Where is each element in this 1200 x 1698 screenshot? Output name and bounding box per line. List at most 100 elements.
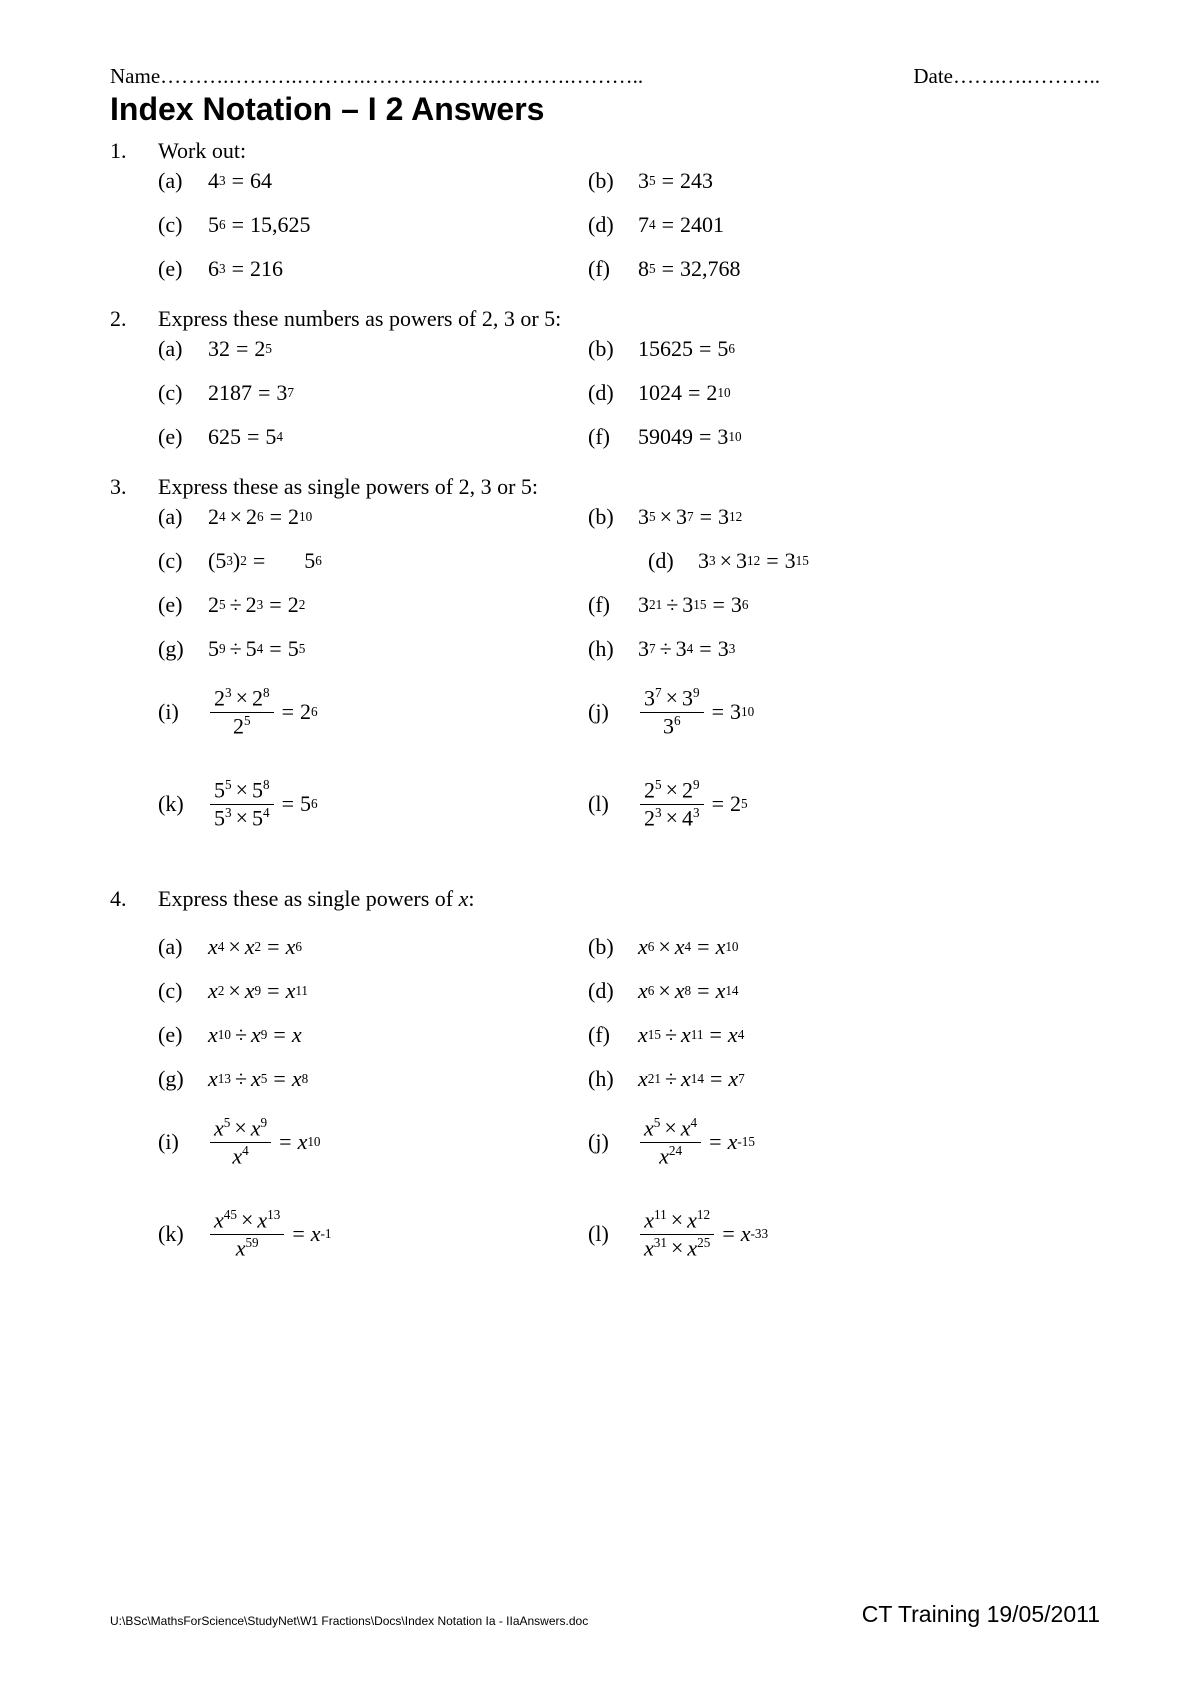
question-1: 1. Work out: (a) 43=64 (b) 35=243 (c) 56… <box>110 138 1100 300</box>
q4-prompt-post: : <box>468 886 474 911</box>
q3i-label: (i) <box>158 699 208 725</box>
q2-row-ab: (a) 32=25 (b) 15625=56 <box>158 336 1100 362</box>
q3j-expr: 37×39 36 =310 <box>638 685 754 739</box>
q1f-expr: 85=32,768 <box>638 256 741 282</box>
q4d-expr: x6×x8=x14 <box>638 978 739 1004</box>
q4f-label: (f) <box>588 1022 638 1048</box>
q3i-expr: 23×28 25 =26 <box>208 685 318 739</box>
q4g-expr: x13÷x5=x8 <box>208 1066 308 1092</box>
q3k-expr: 55×58 53×54 =56 <box>208 777 318 831</box>
question-2: 2. Express these numbers as powers of 2,… <box>110 306 1100 468</box>
q4h-expr: x21÷x14=x7 <box>638 1066 745 1092</box>
q4-row-ef: (e) x10÷x9=x (f) x15÷x11=x4 <box>158 1022 1100 1048</box>
date-field: Date…….….……….. <box>913 64 1100 89</box>
q3d-expr: 33×312=315 <box>698 548 809 574</box>
q4k-label: (k) <box>158 1221 208 1247</box>
q3d-label: (d) <box>648 548 698 574</box>
q3-prompt: Express these as single powers of 2, 3 o… <box>158 474 1100 500</box>
q2-prompt: Express these numbers as powers of 2, 3 … <box>158 306 1100 332</box>
q3f-label: (f) <box>588 592 638 618</box>
header-row: Name……….……….……….……….……….……….……….. Date……… <box>110 64 1100 89</box>
q1-row-cd: (c) 56=15,625 (d) 74=2401 <box>158 212 1100 238</box>
q3b-expr: 35×37=312 <box>638 504 742 530</box>
q4g-label: (g) <box>158 1066 208 1092</box>
q3g-label: (g) <box>158 636 208 662</box>
q4j-label: (j) <box>588 1129 638 1155</box>
q4f-expr: x15÷x11=x4 <box>638 1022 744 1048</box>
q2a-label: (a) <box>158 336 208 362</box>
q1d-expr: 74=2401 <box>638 212 724 238</box>
q3l-expr: 25×29 23×43 =25 <box>638 777 748 831</box>
q3-number: 3. <box>110 474 158 500</box>
q2f-expr: 59049=310 <box>638 424 742 450</box>
q2-row-ef: (e) 625= 54 (f) 59049=310 <box>158 424 1100 450</box>
q1c-expr: 56=15,625 <box>208 212 311 238</box>
q1-body: Work out: (a) 43=64 (b) 35=243 (c) 56=15… <box>158 138 1100 300</box>
q4b-expr: x6×x4=x10 <box>638 934 739 960</box>
q3c-label: (c) <box>158 548 208 574</box>
footer-training: CT Training 19/05/2011 <box>862 1601 1100 1628</box>
page-title: Index Notation – I 2 Answers <box>110 91 1100 128</box>
q2-body: Express these numbers as powers of 2, 3 … <box>158 306 1100 468</box>
q3e-label: (e) <box>158 592 208 618</box>
q3a-expr: 24×26=210 <box>208 504 312 530</box>
q1e-label: (e) <box>158 256 208 282</box>
q2e-expr: 625= 54 <box>208 424 283 450</box>
q3h-label: (h) <box>588 636 638 662</box>
q1f-label: (f) <box>588 256 638 282</box>
q1b-expr: 35=243 <box>638 168 713 194</box>
q1-prompt: Work out: <box>158 138 1100 164</box>
q3g-expr: 59÷54=55 <box>208 636 305 662</box>
q4-body: Express these as single powers of x: (a)… <box>158 886 1100 1294</box>
q4a-expr: x4×x2=x6 <box>208 934 302 960</box>
q3l-label: (l) <box>588 791 638 817</box>
q1e-expr: 63=216 <box>208 256 283 282</box>
q4-row-kl: (k) x45×x13 x59 = x-1 (l) x11×x12 <box>158 1202 1100 1266</box>
q2a-expr: 32=25 <box>208 336 272 362</box>
q3-body: Express these as single powers of 2, 3 o… <box>158 474 1100 864</box>
q2-row-cd: (c) 2187=37 (d) 1024=210 <box>158 380 1100 406</box>
q4i-expr: x5×x9 x4 =x10 <box>208 1115 321 1169</box>
q4-row-ab: (a) x4×x2=x6 (b) x6×x4=x10 <box>158 934 1100 960</box>
q3j-label: (j) <box>588 699 638 725</box>
q4-row-gh: (g) x13÷x5=x8 (h) x21÷x14=x7 <box>158 1066 1100 1092</box>
q4i-label: (i) <box>158 1129 208 1155</box>
q3c-expr: (53)2 = 56 <box>208 548 322 574</box>
q4b-label: (b) <box>588 934 638 960</box>
q1-number: 1. <box>110 138 158 164</box>
q4e-expr: x10÷x9=x <box>208 1022 302 1048</box>
q3h-expr: 37÷34=33 <box>638 636 735 662</box>
q4a-label: (a) <box>158 934 208 960</box>
q4h-label: (h) <box>588 1066 638 1092</box>
q2d-label: (d) <box>588 380 638 406</box>
q2c-label: (c) <box>158 380 208 406</box>
q4-prompt-pre: Express these as single powers of <box>158 886 459 911</box>
footer-path: U:\BSc\MathsForScience\StudyNet\W1 Fract… <box>110 1614 588 1628</box>
q1d-label: (d) <box>588 212 638 238</box>
q4k-expr: x45×x13 x59 = x-1 <box>208 1207 332 1261</box>
q3k-label: (k) <box>158 791 208 817</box>
q4j-expr: x5×x4 x24 =x-15 <box>638 1115 755 1169</box>
q4c-label: (c) <box>158 978 208 1004</box>
q4c-expr: x2×x9=x11 <box>208 978 308 1004</box>
q4d-label: (d) <box>588 978 638 1004</box>
q1-row-ab: (a) 43=64 (b) 35=243 <box>158 168 1100 194</box>
q4e-label: (e) <box>158 1022 208 1048</box>
question-3: 3. Express these as single powers of 2, … <box>110 474 1100 864</box>
question-4: 4. Express these as single powers of x: … <box>110 886 1100 1294</box>
q4-row-ij: (i) x5×x9 x4 =x10 (j) x5×x4 x24 <box>158 1110 1100 1174</box>
page: Name……….……….……….……….……….……….……….. Date……… <box>0 0 1200 1698</box>
q2-number: 2. <box>110 306 158 332</box>
q2e-label: (e) <box>158 424 208 450</box>
q2f-label: (f) <box>588 424 638 450</box>
q1a-label: (a) <box>158 168 208 194</box>
footer: U:\BSc\MathsForScience\StudyNet\W1 Fract… <box>110 1601 1100 1628</box>
q4-number: 4. <box>110 886 158 912</box>
q1b-label: (b) <box>588 168 638 194</box>
q3f-expr: 321÷315= 36 <box>638 592 748 618</box>
q4l-label: (l) <box>588 1221 638 1247</box>
q3-row-kl: (k) 55×58 53×54 =56 (l) 25×29 23 <box>158 772 1100 836</box>
q1-row-ef: (e) 63=216 (f) 85=32,768 <box>158 256 1100 282</box>
q4-row-cd: (c) x2×x9=x11 (d) x6×x8=x14 <box>158 978 1100 1004</box>
q3e-expr: 25÷23=22 <box>208 592 305 618</box>
